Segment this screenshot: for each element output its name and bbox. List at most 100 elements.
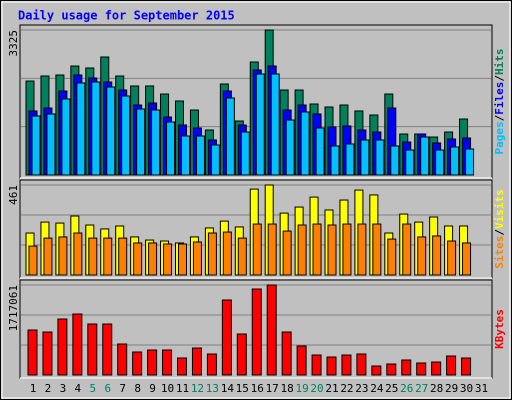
bar: [255, 73, 265, 176]
x-tick-label: 13: [206, 382, 219, 395]
bar: [345, 143, 355, 176]
x-tick-label: 25: [385, 382, 398, 395]
x-tick-label: 1: [30, 382, 37, 395]
legend-entry: Sites: [493, 236, 506, 269]
bar: [103, 237, 113, 276]
x-tick-label: 6: [104, 382, 111, 395]
x-tick-label: 31: [475, 382, 488, 395]
legend-separator: /: [493, 114, 506, 121]
bar: [117, 343, 128, 376]
bar: [461, 357, 472, 376]
x-tick-label: 4: [75, 382, 82, 395]
bar: [282, 230, 292, 276]
bar: [341, 354, 352, 376]
bar: [163, 243, 173, 276]
legend: Sites/Visits: [493, 189, 506, 269]
bar: [357, 223, 367, 276]
bar: [390, 145, 400, 176]
bar: [252, 223, 262, 276]
bar: [147, 349, 158, 376]
bar: [61, 98, 71, 176]
x-tick-label: 24: [370, 382, 384, 395]
chart-title: Daily usage for September 2015: [18, 9, 235, 23]
x-tick-label: 3: [60, 382, 67, 395]
x-tick-label: 29: [445, 382, 458, 395]
bar: [222, 231, 232, 276]
bar: [435, 149, 445, 176]
bar: [102, 323, 113, 376]
bar: [58, 236, 68, 276]
bar: [72, 313, 83, 376]
bar: [206, 353, 217, 376]
x-tick-label: 2: [45, 382, 52, 395]
bar: [195, 135, 205, 176]
bar: [375, 139, 385, 176]
bar: [43, 237, 53, 276]
bar: [447, 240, 457, 276]
bar: [73, 232, 83, 276]
bar: [281, 331, 292, 376]
x-tick-label: 10: [161, 382, 174, 395]
bar: [297, 224, 307, 276]
bar: [132, 351, 143, 376]
bar: [207, 232, 217, 276]
x-tick-label: 27: [415, 382, 428, 395]
bar: [136, 108, 146, 176]
bar: [432, 235, 442, 276]
x-tick-label: 12: [191, 382, 204, 395]
bar: [405, 149, 415, 176]
y-tick-label: 461: [7, 185, 20, 205]
bar: [356, 353, 367, 376]
bar: [326, 356, 337, 376]
bar: [450, 146, 460, 176]
bar: [315, 127, 325, 176]
bar: [270, 73, 280, 176]
bar: [178, 243, 187, 276]
bar: [311, 354, 322, 376]
x-tick-label: 21: [325, 382, 338, 395]
bar: [91, 81, 101, 176]
bar: [192, 241, 202, 276]
bar: [118, 237, 128, 276]
bar: [371, 365, 382, 376]
bar: [402, 223, 412, 276]
bar: [106, 86, 116, 176]
bar: [296, 345, 307, 376]
bar: [387, 238, 397, 276]
x-tick-label: 5: [89, 382, 96, 395]
bar: [446, 355, 457, 376]
legend-entry: KBytes: [493, 309, 506, 349]
bar: [401, 359, 412, 376]
bar: [162, 349, 173, 376]
x-tick-label: 11: [176, 382, 189, 395]
bar: [57, 318, 68, 376]
bar: [210, 144, 220, 176]
bar: [465, 148, 475, 176]
bar: [151, 109, 161, 176]
y-tick-label: 3325: [7, 30, 20, 57]
x-tick-label: 8: [134, 382, 141, 395]
bar: [251, 288, 262, 376]
bar: [386, 363, 397, 376]
y-tick-label: 1717061: [7, 285, 20, 331]
bar: [76, 82, 86, 176]
bar: [87, 323, 98, 376]
bar: [46, 113, 56, 176]
bar: [177, 357, 187, 376]
x-tick-label: 17: [266, 382, 279, 395]
bar: [166, 121, 176, 176]
bar: [42, 331, 53, 376]
legend-entry: Hits: [493, 49, 506, 76]
bar: [285, 119, 295, 176]
bar: [330, 145, 340, 176]
bar: [372, 223, 382, 276]
bar: [342, 223, 352, 276]
bar: [221, 299, 232, 376]
x-tick-label: 15: [236, 382, 249, 395]
bar: [133, 242, 143, 276]
bar: [240, 131, 250, 176]
bar: [225, 97, 235, 176]
bar: [267, 223, 277, 276]
bar: [360, 139, 370, 176]
legend-separator: /: [493, 75, 506, 82]
